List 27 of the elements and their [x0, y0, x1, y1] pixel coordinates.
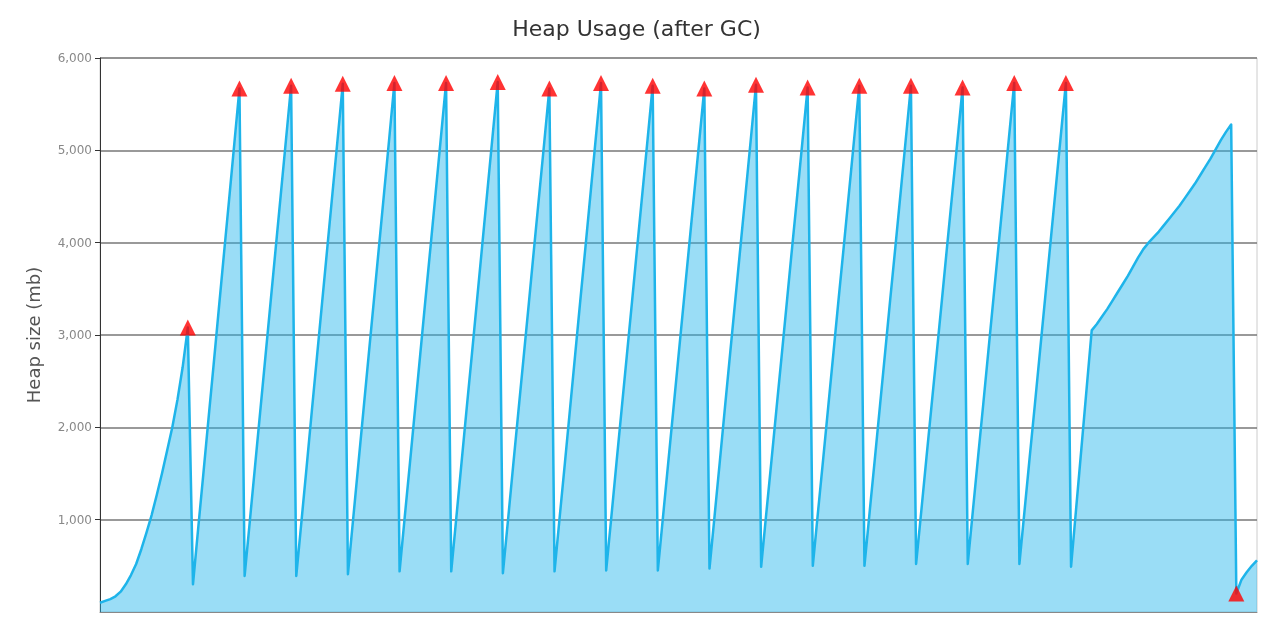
point [438, 74, 455, 91]
point [851, 77, 868, 94]
point [696, 80, 713, 97]
point [644, 77, 661, 94]
point [541, 80, 558, 97]
point [386, 74, 403, 91]
point [334, 75, 351, 92]
point [231, 80, 248, 97]
point [179, 319, 196, 336]
point [1228, 585, 1245, 602]
y-tick-label: 3,000 [57, 328, 92, 342]
point [902, 77, 919, 94]
point [593, 74, 610, 91]
y-tick-label: 1,000 [57, 512, 92, 527]
point [747, 76, 764, 93]
y-tick-label: 5,000 [57, 143, 92, 158]
point [954, 79, 971, 96]
point [283, 77, 300, 94]
point [1006, 74, 1023, 91]
point [799, 79, 816, 96]
y-tick-label: 6,000 [57, 51, 92, 65]
y-tick-label: 2,000 [57, 420, 92, 435]
y-axis-title: Heap size (mb) [22, 266, 44, 404]
point [489, 74, 506, 91]
point [1057, 74, 1074, 91]
chart-title: Heap Usage (after GC) [512, 15, 761, 41]
y-tick-label: 4,000 [57, 235, 92, 250]
